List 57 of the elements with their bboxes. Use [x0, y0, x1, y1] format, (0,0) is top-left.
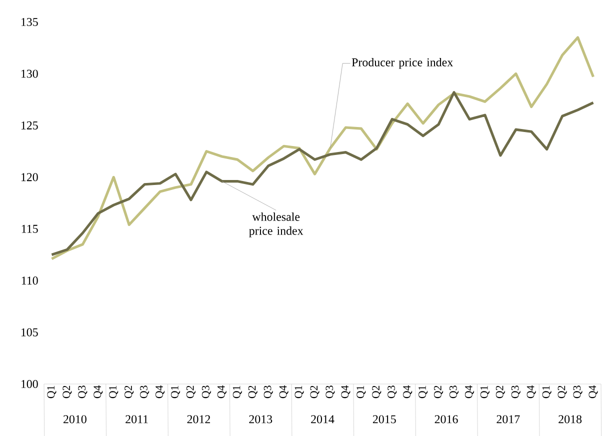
x-tick-label: Q3 [450, 386, 459, 398]
line-series [50, 91, 595, 256]
x-tick-label: Q2 [62, 386, 72, 398]
x-tick-label: Q2 [558, 386, 567, 398]
x-tick-label: Q4 [403, 385, 412, 398]
y-tick-label: 125 [21, 121, 38, 130]
x-tick-label: Q2 [310, 386, 320, 398]
y-tick-label: 130 [21, 70, 38, 78]
x-tick-label: Q3 [264, 386, 273, 398]
text: 2010 [64, 415, 86, 424]
x-tick-label: Q4 [526, 385, 536, 398]
y-tick-label: 110 [22, 276, 38, 285]
x-tick-label: Q4 [464, 385, 474, 398]
x-tick-label: Q3 [78, 386, 88, 398]
x-tick-label: Q1 [356, 386, 366, 398]
y-tick-label: 115 [22, 224, 38, 233]
x-tick-label: Q4 [279, 385, 288, 398]
x-tick-label: Q1 [294, 386, 304, 398]
x-tick-label: Q2 [248, 386, 258, 398]
x-tick-label: Q3 [140, 386, 150, 398]
x-tick-label: Q4 [341, 385, 350, 398]
x-tick-label: Q1 [542, 386, 552, 398]
x-tick-label: Q3 [326, 386, 335, 398]
x-tick-label: Q1 [480, 386, 490, 398]
x-tick-label: Q1 [109, 386, 118, 398]
x-tick-label: Q1 [171, 386, 180, 398]
text: 2012 [187, 415, 210, 424]
x-tick-label: Q1 [47, 386, 56, 398]
text: 2013 [249, 415, 272, 424]
y-tick-label: 135 [21, 18, 38, 26]
text: 2017 [496, 415, 520, 424]
text: 2015 [372, 415, 396, 424]
x-tick-label: Q3 [388, 386, 397, 398]
x-tick-label: Q2 [186, 386, 196, 398]
x-tick-label: Q1 [418, 386, 428, 398]
text: 2018 [558, 415, 582, 424]
text: wholesale price index [249, 212, 304, 238]
line-series [50, 36, 595, 260]
text: 2011 [126, 415, 148, 424]
x-tick-label: Q2 [496, 386, 505, 398]
y-tick-label: 105 [21, 328, 38, 336]
x-tick-label: Q3 [202, 386, 211, 398]
x-tick-label: Q2 [124, 386, 134, 398]
text: Producer price index [352, 58, 453, 69]
x-tick-label: Q4 [156, 385, 165, 398]
x-tick-label: Q3 [573, 386, 582, 398]
x-tick-label: Q1 [232, 386, 242, 398]
x-tick-label: Q4 [588, 385, 598, 398]
x-tick-label: Q2 [372, 386, 382, 398]
y-tick-label: 100 [21, 380, 38, 388]
x-tick-label: Q4 [217, 385, 226, 398]
text: 2014 [311, 415, 334, 424]
x-tick-label: Q4 [94, 385, 103, 398]
y-tick-label: 120 [21, 173, 38, 182]
text: 2016 [434, 415, 458, 424]
x-tick-label: Q2 [434, 386, 444, 398]
x-tick-label: Q3 [511, 386, 520, 398]
